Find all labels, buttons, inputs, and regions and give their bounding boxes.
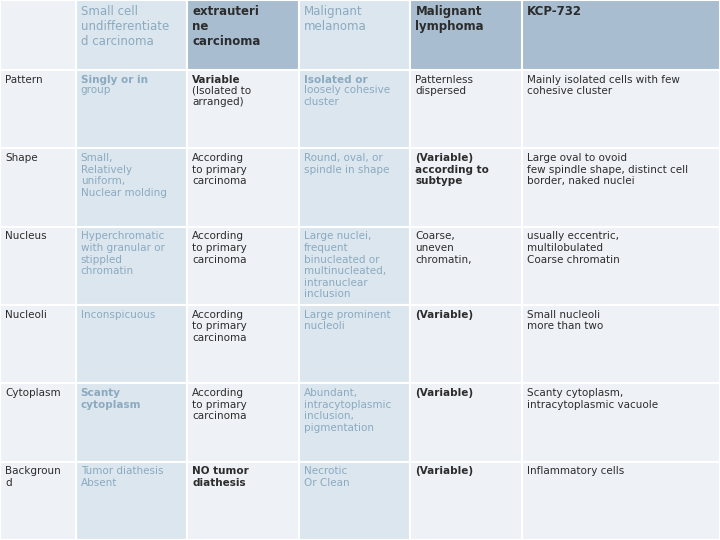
Text: According
to primary
carcinoma: According to primary carcinoma — [192, 153, 247, 186]
Text: Large nuclei,
frequent
binucleated or
multinucleated,
intranuclear
inclusion: Large nuclei, frequent binucleated or mu… — [304, 231, 386, 299]
Text: (Variable): (Variable) — [415, 388, 474, 398]
Text: Small,
Relatively
uniform,
Nuclear molding: Small, Relatively uniform, Nuclear moldi… — [81, 153, 166, 198]
Bar — [187, 305, 299, 383]
Text: Small nucleoli
more than two: Small nucleoli more than two — [527, 309, 603, 331]
Text: Malignant
melanoma: Malignant melanoma — [304, 4, 366, 32]
Text: Small cell
undifferentiate
d carcinoma: Small cell undifferentiate d carcinoma — [81, 4, 169, 48]
Bar — [410, 0, 522, 70]
Bar — [299, 70, 410, 148]
Text: Isolated or: Isolated or — [304, 75, 367, 85]
Bar — [410, 305, 522, 383]
Text: Patternless
dispersed: Patternless dispersed — [415, 75, 474, 96]
Text: (Variable): (Variable) — [415, 466, 474, 476]
Bar — [0, 0, 76, 70]
Bar — [187, 0, 299, 70]
Bar — [299, 148, 410, 227]
Text: usually eccentric,
multilobulated
Coarse chromatin: usually eccentric, multilobulated Coarse… — [527, 231, 620, 265]
Bar — [0, 70, 76, 148]
Text: (Variable): (Variable) — [415, 309, 474, 320]
Text: Nucleus: Nucleus — [5, 231, 47, 241]
Bar — [299, 383, 410, 462]
Bar — [410, 462, 522, 540]
Bar — [0, 227, 76, 305]
Bar — [0, 462, 76, 540]
Text: Inconspicuous: Inconspicuous — [81, 309, 155, 320]
Text: According
to primary
carcinoma: According to primary carcinoma — [192, 231, 247, 265]
Text: Large prominent
nucleoli: Large prominent nucleoli — [304, 309, 390, 331]
Bar — [187, 70, 299, 148]
Text: (Variable)
according to
subtype: (Variable) according to subtype — [415, 153, 490, 186]
Text: Tumor diathesis
Absent: Tumor diathesis Absent — [81, 466, 163, 488]
Text: Round, oval, or
spindle in shape: Round, oval, or spindle in shape — [304, 153, 390, 174]
Text: Shape: Shape — [5, 153, 37, 163]
Bar — [0, 383, 76, 462]
Text: Abundant,
intracytoplasmic
inclusion,
pigmentation: Abundant, intracytoplasmic inclusion, pi… — [304, 388, 391, 433]
Bar — [522, 462, 720, 540]
Bar — [187, 148, 299, 227]
Text: Large oval to ovoid
few spindle shape, distinct cell
border, naked nuclei: Large oval to ovoid few spindle shape, d… — [527, 153, 688, 186]
Bar — [522, 227, 720, 305]
Bar — [522, 70, 720, 148]
Text: extrauteri
ne
carcinoma: extrauteri ne carcinoma — [192, 4, 261, 48]
Text: According
to primary
carcinoma: According to primary carcinoma — [192, 388, 247, 421]
Text: Scanty
cytoplasm: Scanty cytoplasm — [81, 388, 141, 409]
Text: Inflammatory cells: Inflammatory cells — [527, 466, 624, 476]
Bar — [76, 70, 187, 148]
Text: Backgroun
d: Backgroun d — [5, 466, 60, 488]
Bar — [410, 148, 522, 227]
Bar — [76, 462, 187, 540]
Text: Scanty cytoplasm,
intracytoplasmic vacuole: Scanty cytoplasm, intracytoplasmic vacuo… — [527, 388, 658, 409]
Text: Singly or in: Singly or in — [81, 75, 148, 85]
Bar — [299, 462, 410, 540]
Bar — [187, 462, 299, 540]
Bar — [522, 383, 720, 462]
Bar — [299, 227, 410, 305]
Bar — [410, 70, 522, 148]
Bar — [0, 148, 76, 227]
Text: Cytoplasm: Cytoplasm — [5, 388, 60, 398]
Text: Coarse,
uneven
chromatin,: Coarse, uneven chromatin, — [415, 231, 472, 265]
Bar — [76, 148, 187, 227]
Bar — [410, 227, 522, 305]
Text: According
to primary
carcinoma: According to primary carcinoma — [192, 309, 247, 343]
Text: Hyperchromatic
with granular or
stippled
chromatin: Hyperchromatic with granular or stippled… — [81, 231, 164, 276]
Bar — [76, 0, 187, 70]
Bar — [76, 227, 187, 305]
Text: Malignant
lymphoma: Malignant lymphoma — [415, 4, 484, 32]
Text: Necrotic
Or Clean: Necrotic Or Clean — [304, 466, 349, 488]
Bar — [299, 305, 410, 383]
Text: Nucleoli: Nucleoli — [5, 309, 47, 320]
Bar — [522, 148, 720, 227]
Text: Pattern: Pattern — [5, 75, 42, 85]
Text: (Isolated to
arranged): (Isolated to arranged) — [192, 85, 251, 107]
Text: KCP-732: KCP-732 — [527, 4, 582, 17]
Bar — [187, 383, 299, 462]
Text: Variable: Variable — [192, 75, 241, 85]
Bar — [76, 383, 187, 462]
Bar — [299, 0, 410, 70]
Bar — [187, 227, 299, 305]
Bar — [522, 0, 720, 70]
Text: NO tumor
diathesis: NO tumor diathesis — [192, 466, 249, 488]
Text: group: group — [81, 85, 111, 95]
Bar — [522, 305, 720, 383]
Bar — [410, 383, 522, 462]
Text: loosely cohesive
cluster: loosely cohesive cluster — [304, 85, 390, 107]
Text: Mainly isolated cells with few
cohesive cluster: Mainly isolated cells with few cohesive … — [527, 75, 680, 96]
Bar — [76, 305, 187, 383]
Bar — [0, 305, 76, 383]
